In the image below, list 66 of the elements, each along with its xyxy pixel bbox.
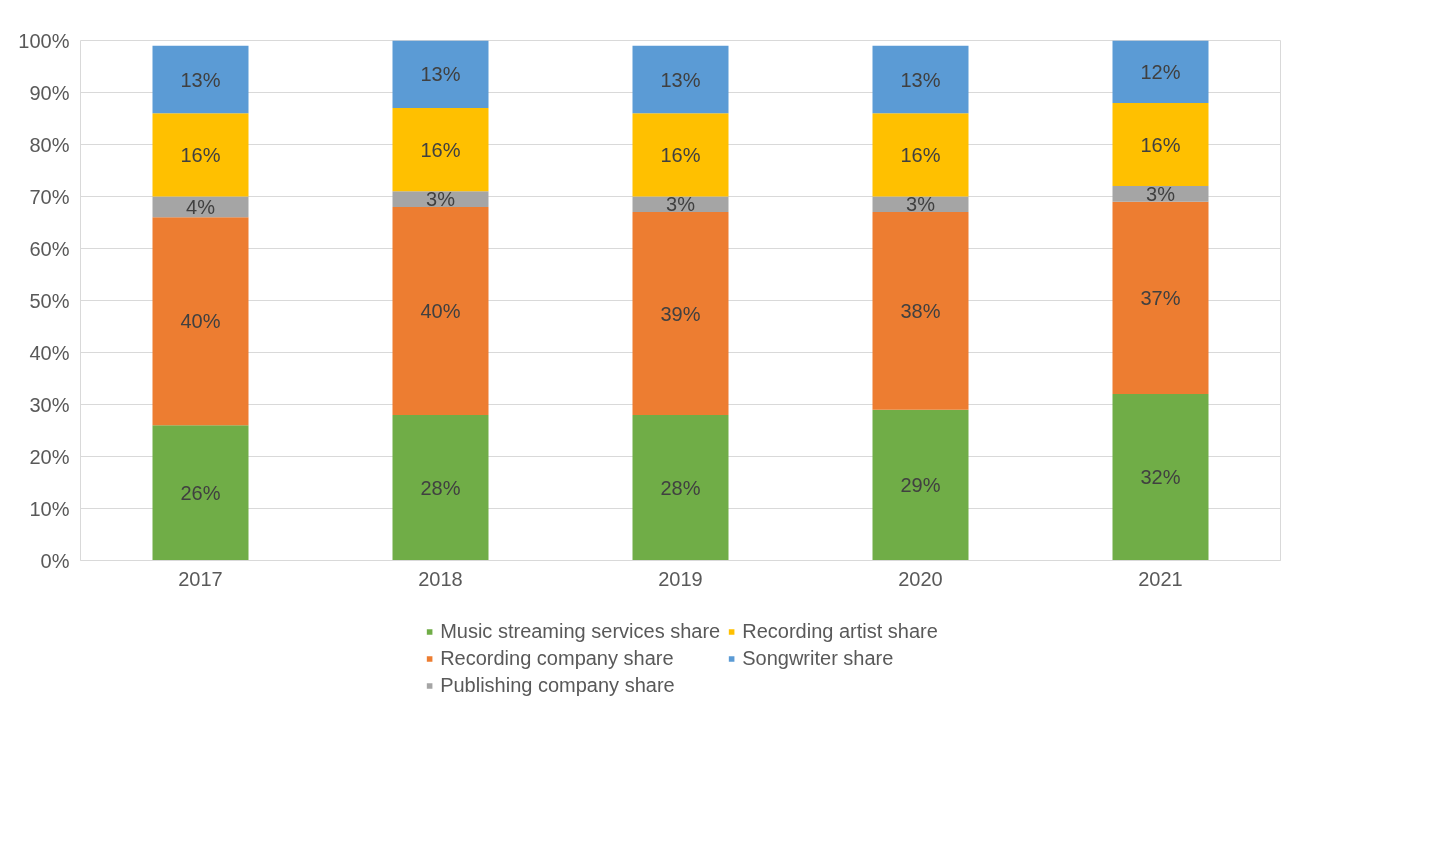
- bar: [1112, 201, 1209, 395]
- data-label: 13%: [900, 68, 941, 91]
- bar: [392, 108, 489, 192]
- bar: [1112, 40, 1209, 103]
- data-label: 16%: [900, 143, 941, 166]
- data-label: 16%: [180, 143, 221, 166]
- y-tick-label: 90%: [29, 81, 70, 104]
- data-label: 3%: [1146, 182, 1176, 205]
- data-label: 13%: [660, 68, 701, 91]
- y-tick-label: 60%: [29, 237, 70, 260]
- y-tick-label: 0%: [40, 549, 70, 572]
- data-label: 40%: [420, 299, 461, 322]
- y-tick-label: 40%: [29, 341, 70, 364]
- x-tick-label: 2019: [658, 567, 703, 590]
- y-tick-label: 80%: [29, 133, 70, 156]
- legend-label: Recording artist share: [742, 619, 938, 643]
- data-label: 28%: [660, 476, 701, 499]
- bar: [392, 414, 489, 561]
- data-label: 28%: [420, 476, 461, 499]
- y-tick-label: 100%: [18, 29, 70, 52]
- data-label: 32%: [1140, 466, 1181, 489]
- bar: [392, 40, 489, 109]
- x-tick-label: 2021: [1138, 567, 1183, 590]
- legend-label: Publishing company share: [440, 673, 675, 697]
- x-tick-label: 2018: [418, 567, 463, 590]
- data-label: 40%: [180, 310, 221, 333]
- y-tick-label: 50%: [29, 289, 70, 312]
- data-label: 37%: [1140, 286, 1181, 309]
- bar: [152, 45, 249, 114]
- bar: [632, 212, 729, 415]
- data-label: 16%: [1140, 133, 1181, 156]
- bar: [872, 45, 969, 114]
- data-label: 16%: [420, 138, 461, 161]
- legend-label: Music streaming services share: [440, 619, 721, 643]
- y-tick-label: 10%: [29, 497, 70, 520]
- bar: [152, 113, 249, 197]
- data-label: 3%: [906, 193, 936, 216]
- y-tick-label: 20%: [29, 445, 70, 468]
- data-label: 3%: [426, 188, 456, 211]
- bar: [632, 113, 729, 197]
- y-tick-label: 30%: [29, 393, 70, 416]
- data-label: 3%: [666, 193, 696, 216]
- legend-label: Recording company share: [440, 646, 674, 670]
- data-label: 38%: [900, 299, 941, 322]
- data-label: 12%: [1140, 60, 1181, 83]
- x-tick-label: 2017: [178, 567, 223, 590]
- bar: [632, 414, 729, 561]
- data-label: 13%: [180, 68, 221, 91]
- bar: [1112, 102, 1209, 187]
- bar: [152, 217, 249, 426]
- data-label: 26%: [180, 481, 221, 504]
- bar: [872, 409, 969, 561]
- bar: [152, 425, 249, 561]
- bar: [872, 113, 969, 197]
- bar: [392, 206, 489, 415]
- bar: [1112, 394, 1209, 561]
- data-label: 39%: [660, 302, 701, 325]
- data-label: 29%: [900, 474, 941, 497]
- data-label: 16%: [660, 143, 701, 166]
- x-tick-label: 2020: [898, 567, 943, 590]
- legend-label: Songwriter share: [742, 646, 894, 670]
- bar: [632, 45, 729, 114]
- y-tick-label: 70%: [29, 185, 70, 208]
- bar: [872, 212, 969, 410]
- data-label: 4%: [186, 195, 216, 218]
- data-label: 13%: [420, 63, 461, 86]
